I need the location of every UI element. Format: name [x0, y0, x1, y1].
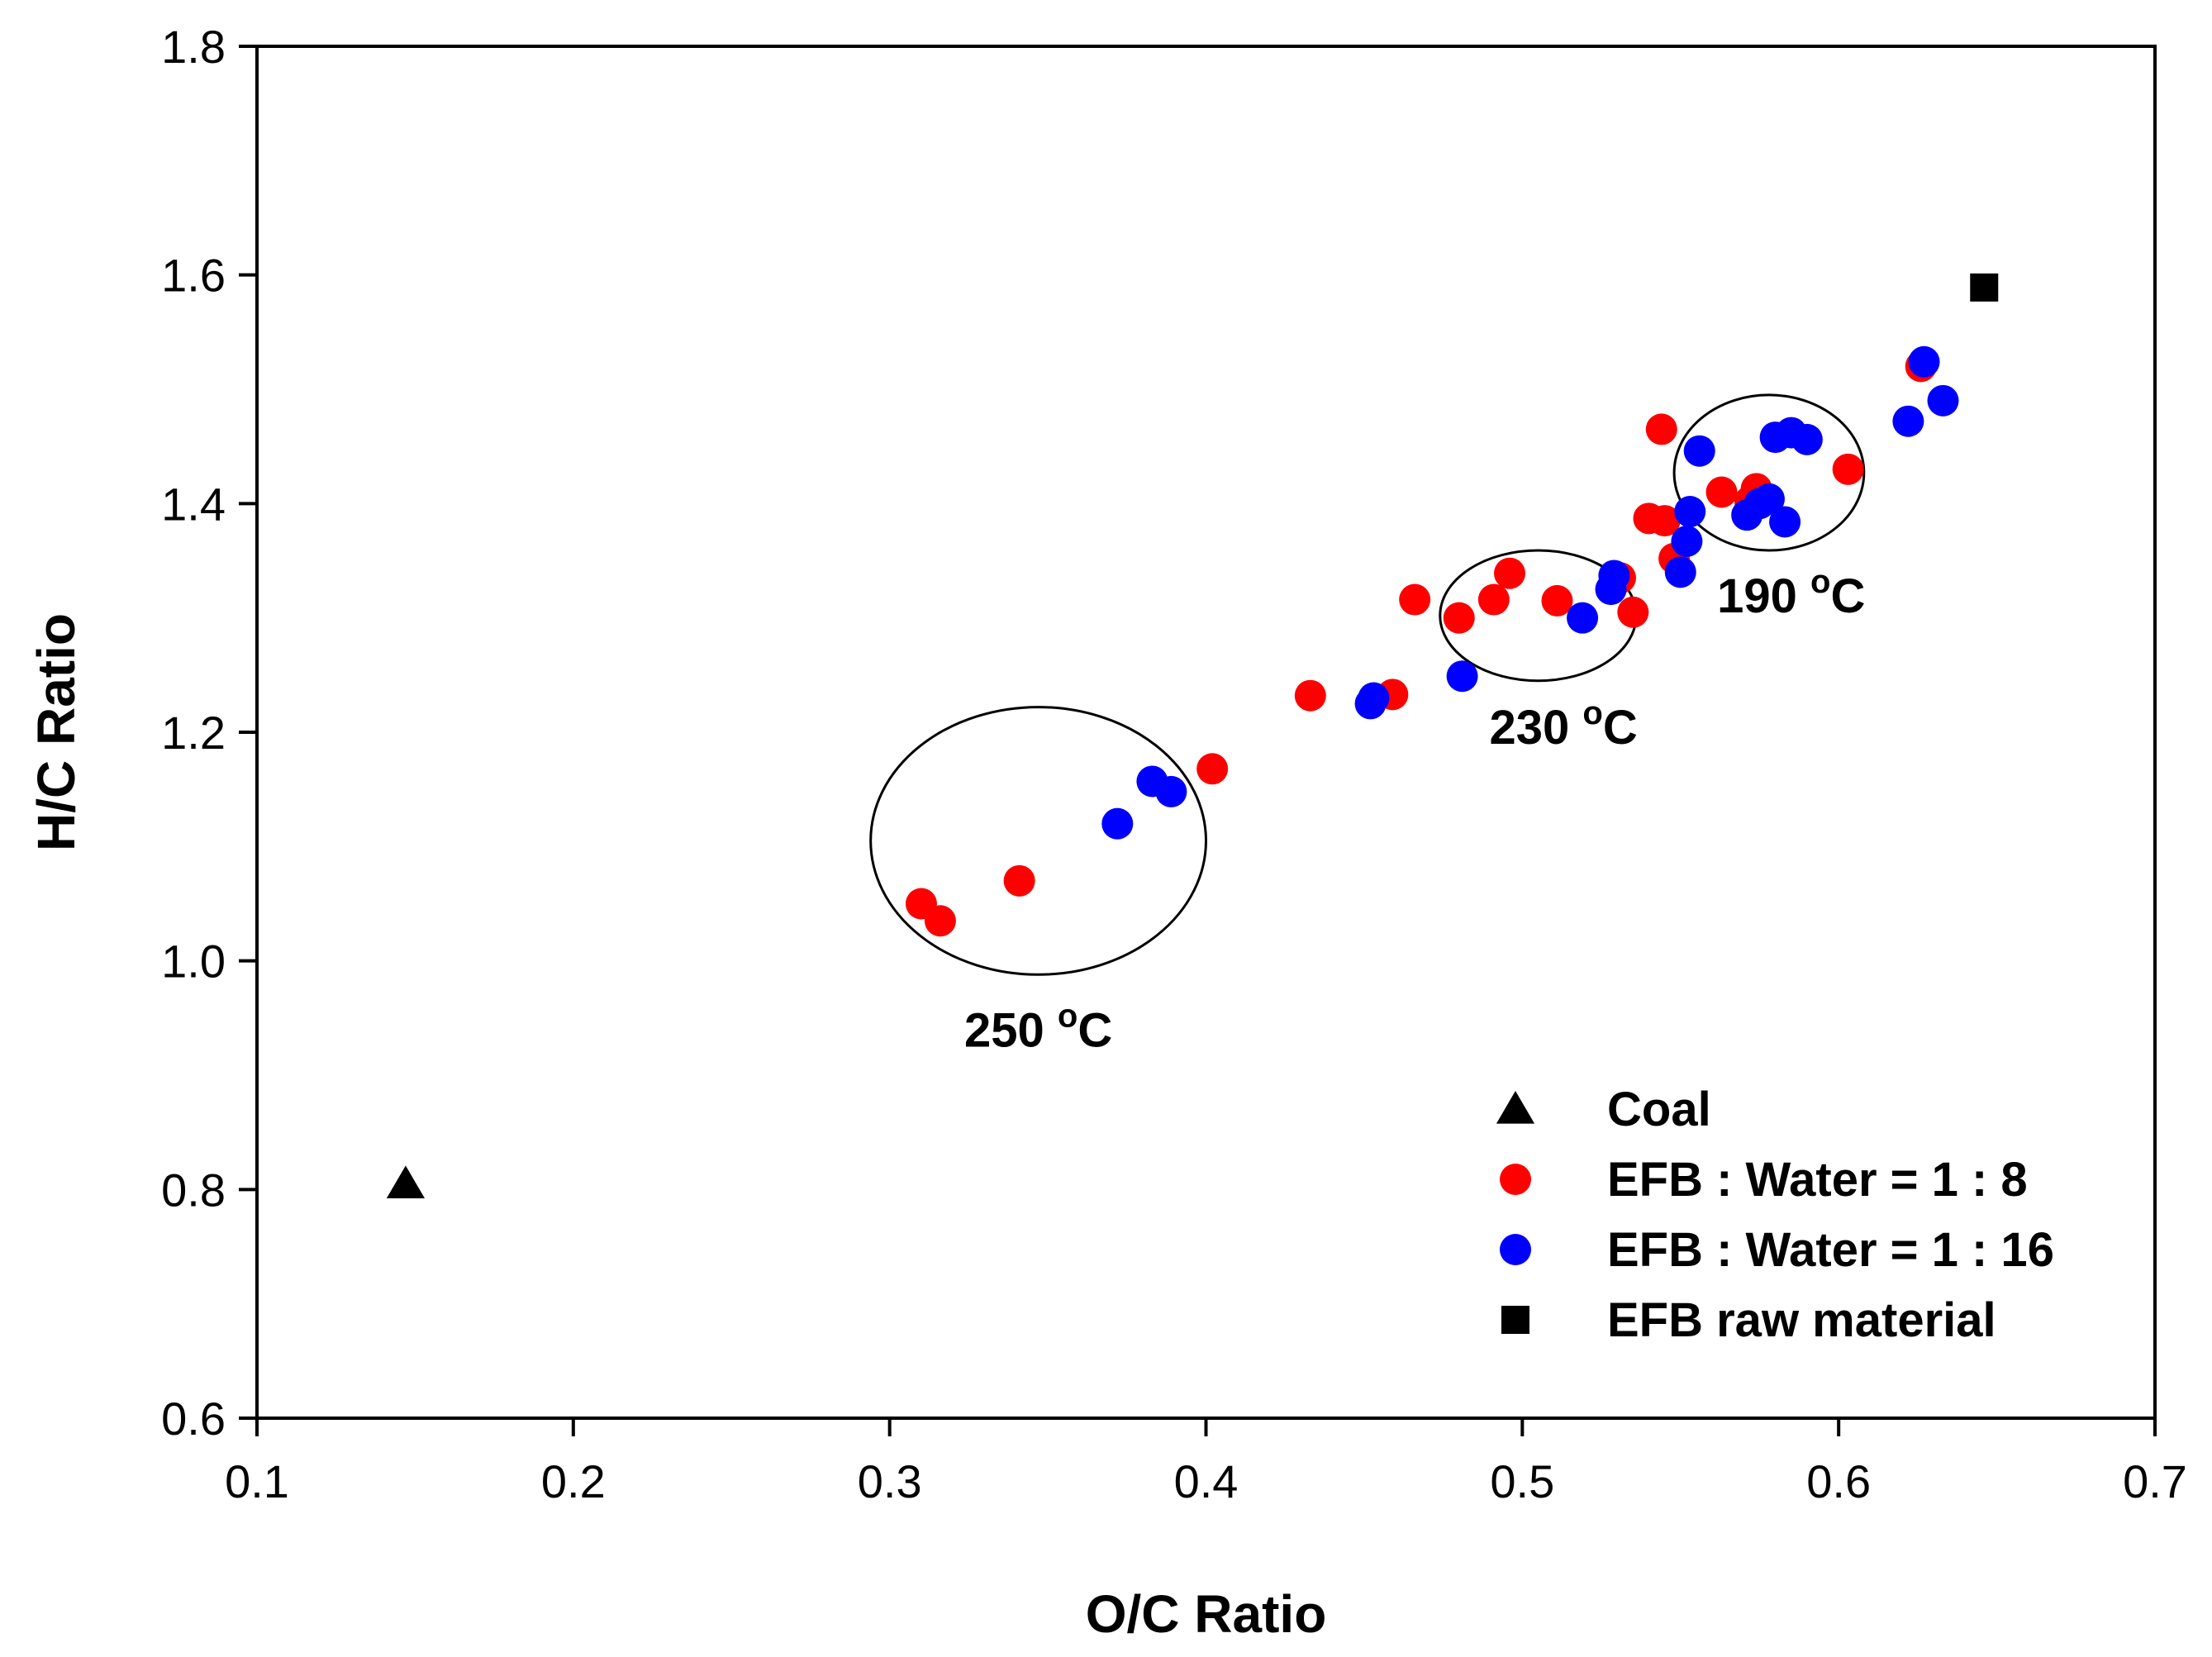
data-point-circle: [1617, 596, 1649, 628]
data-point-circle: [1101, 807, 1134, 840]
data-point-circle: [1791, 423, 1823, 455]
data-point-square: [1970, 273, 1999, 302]
data-point-circle: [1494, 557, 1526, 589]
data-point-circle: [1196, 753, 1229, 785]
data-point-circle: [1645, 413, 1677, 445]
data-point-circle: [1671, 525, 1703, 557]
annotation-ellipse: [1672, 393, 1866, 552]
data-point-circle: [1892, 405, 1924, 437]
data-point-circle: [1446, 660, 1478, 693]
axis-ticks: 0.1 0.2 0.3 0.4 0.5 0.6 0.7 0.6 0.8 1.0 1.2 1.4 1.6 1…: [161, 21, 2187, 1507]
legend-label: EFB : Water = 1 : 8: [1607, 1153, 2028, 1207]
x-tick-label: 0.4: [1174, 1455, 1239, 1507]
data-point-circle: [1683, 435, 1715, 467]
data-point-circle: [1769, 506, 1801, 538]
y-axis-title: H/C Ratio: [26, 613, 86, 851]
data-point-circle: [1908, 345, 1940, 378]
x-tick-label: 0.3: [858, 1455, 922, 1507]
data-point-circle: [1674, 496, 1706, 528]
plot-area: [255, 45, 2157, 1420]
annotation-ellipse: [869, 706, 1208, 976]
legend-marker-triangle: [1496, 1091, 1535, 1124]
data-point-circle: [1541, 584, 1573, 617]
data-point-circle: [1648, 505, 1681, 537]
legend-marker-square: [1501, 1306, 1529, 1334]
annotation-label: 250 oC: [964, 998, 1112, 1057]
data-point-triangle: [386, 1165, 426, 1199]
data-point-circle: [1294, 679, 1326, 712]
legend-label: Coal: [1607, 1083, 1711, 1136]
data-point-circle: [1567, 602, 1599, 634]
data-point-circle: [1477, 583, 1510, 616]
x-tick-label: 0.7: [2123, 1455, 2187, 1507]
y-tick-label: 1.0: [161, 936, 226, 988]
y-tick-label: 0.8: [161, 1164, 226, 1216]
data-point-circle: [1598, 559, 1630, 592]
data-point-circle: [1358, 682, 1390, 714]
data-point-circle: [1443, 602, 1475, 634]
annotation-label: 190 oC: [1717, 564, 1865, 623]
data-point-circle: [924, 905, 956, 937]
y-tick-label: 1.8: [161, 21, 226, 73]
data-point-circle: [1003, 864, 1035, 897]
x-tick-label: 0.6: [1806, 1455, 1871, 1507]
y-tick-label: 0.6: [161, 1393, 226, 1445]
data-point-circle: [1927, 384, 1959, 417]
legend-label: EFB raw material: [1607, 1293, 1996, 1347]
x-tick-label: 0.2: [541, 1455, 606, 1507]
data-point-circle: [1664, 556, 1696, 588]
legend-marker-circle: [1500, 1234, 1531, 1265]
data-point-circle: [1832, 453, 1864, 485]
data-point-circle: [1399, 583, 1431, 616]
data-point-circle: [1753, 483, 1785, 515]
legend-label: EFB : Water = 1 : 16: [1607, 1223, 2054, 1277]
x-tick-label: 0.5: [1490, 1455, 1554, 1507]
x-tick-label: 0.1: [225, 1455, 289, 1507]
data-point-circle: [1155, 775, 1187, 807]
x-axis-title: O/C Ratio: [1086, 1584, 1327, 1644]
y-tick-label: 1.2: [161, 707, 226, 759]
temperature-annotations: 250 oC 230 oC 190 oC: [869, 393, 1866, 1057]
annotation-label: 230 oC: [1489, 695, 1637, 755]
y-tick-label: 1.4: [161, 478, 226, 530]
legend: Coal EFB : Water = 1 : 8 EFB : Water = 1 :…: [1496, 1083, 2054, 1347]
data-point-circle: [1705, 476, 1738, 508]
y-tick-label: 1.6: [161, 250, 226, 302]
plot-border: [255, 45, 2157, 1420]
data-points: [386, 273, 1999, 1199]
legend-marker-circle: [1500, 1164, 1531, 1195]
